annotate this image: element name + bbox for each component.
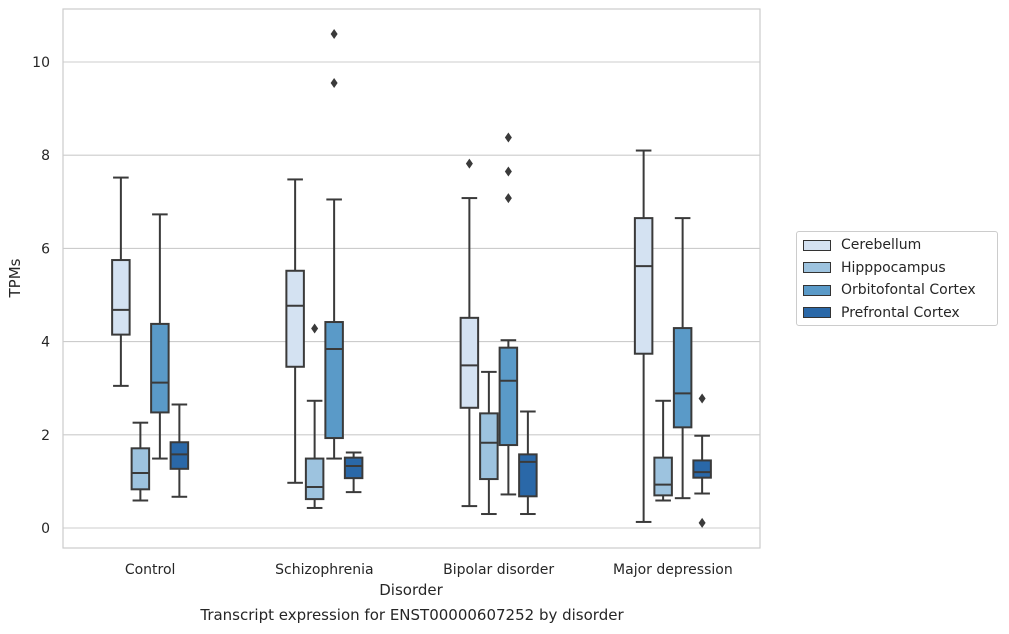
x-tick-label: Schizophrenia — [275, 562, 373, 578]
box-body — [324, 321, 344, 440]
legend-item: Orbitofontal Cortex — [803, 281, 976, 299]
outlier-point — [504, 193, 512, 204]
x-tick-label: Bipolar disorder — [443, 562, 554, 578]
legend-swatch — [803, 262, 831, 273]
box-body — [518, 453, 538, 498]
legend-label: Hipppocampus — [841, 259, 946, 276]
box-body — [111, 259, 131, 336]
box-body — [343, 456, 364, 480]
outlier-point — [698, 393, 706, 404]
figure-caption: Transcript expression for ENST0000060725… — [200, 606, 624, 624]
box-prefrontal-cortex — [518, 410, 538, 516]
y-tick-label: 6 — [41, 241, 50, 257]
y-tick-labels: 0 2 4 6 8 10 — [32, 55, 50, 537]
outlier-point — [330, 29, 338, 40]
boxes — [111, 29, 712, 528]
box-cerebellum — [633, 149, 654, 523]
legend-swatch — [803, 284, 831, 296]
box-body — [285, 269, 305, 368]
y-tick-label: 10 — [32, 55, 50, 71]
box-body — [692, 459, 712, 479]
x-tick-label: Control — [125, 562, 176, 578]
legend: Cerebellum Hipppocampus Orbitofontal Corte… — [796, 231, 998, 326]
box-body — [672, 327, 693, 429]
box-prefrontal-cortex — [343, 451, 364, 494]
box-body — [304, 457, 325, 501]
box-body — [633, 217, 654, 355]
box-orbitofontal-cortex — [324, 29, 344, 460]
x-tick-labels: Control Schizophrenia Bipolar disorder Majo… — [125, 562, 733, 578]
legend-item: Cerebellum — [803, 236, 921, 254]
box-body — [459, 316, 480, 409]
box-hipppocampus — [130, 421, 151, 502]
y-tick-label: 2 — [41, 428, 50, 444]
box-prefrontal-cortex — [169, 403, 190, 498]
legend-label: Orbitofontal Cortex — [841, 282, 976, 298]
box-cerebellum — [111, 176, 131, 387]
box-body — [169, 441, 190, 470]
legend-swatch — [803, 307, 831, 318]
legend-label: Cerebellum — [841, 237, 922, 253]
legend-label: Prefrontal Cortex — [841, 304, 960, 321]
outlier-point — [330, 77, 338, 88]
x-tick-label: Major depression — [613, 562, 733, 578]
box-cerebellum — [459, 158, 480, 508]
plot-frame — [62, 8, 761, 549]
outlier-point — [504, 132, 512, 143]
box-body — [653, 456, 673, 497]
y-tick-label: 8 — [41, 148, 50, 164]
box-cerebellum — [285, 178, 305, 484]
box-prefrontal-cortex — [692, 393, 712, 528]
legend-item: Hipppocampus — [803, 259, 946, 277]
outlier-point — [698, 517, 706, 528]
legend-item: Prefrontal Cortex — [803, 304, 960, 322]
y-tick-label: 0 — [41, 521, 50, 537]
box-body — [498, 346, 519, 447]
box-hipppocampus — [479, 370, 499, 516]
box-orbitofontal-cortex — [150, 213, 170, 460]
outlier-point — [465, 158, 473, 169]
box-hipppocampus — [304, 323, 325, 509]
box-body — [150, 322, 170, 414]
box-hipppocampus — [653, 399, 673, 502]
box-orbitofontal-cortex — [498, 132, 519, 496]
box-body — [130, 447, 151, 491]
y-axis-title: TPMs — [6, 258, 24, 298]
x-axis-title: Disorder — [379, 581, 443, 599]
y-tick-label: 4 — [41, 335, 50, 351]
box-body — [479, 412, 499, 481]
outlier-point — [311, 323, 319, 334]
outlier-point — [504, 166, 512, 177]
legend-swatch — [803, 239, 831, 251]
box-orbitofontal-cortex — [672, 217, 693, 500]
